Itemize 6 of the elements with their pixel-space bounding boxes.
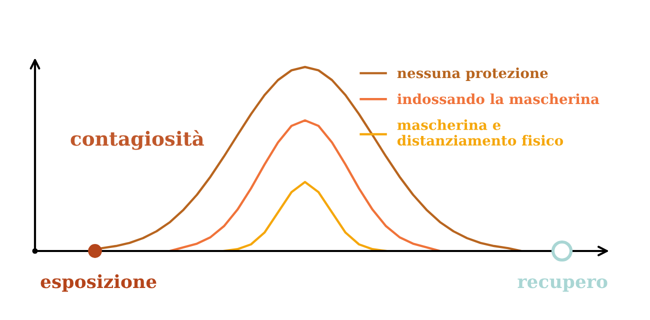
legend-label: indossando la mascherina xyxy=(397,93,600,104)
y-axis-title: contagiosità xyxy=(70,130,204,150)
text: esposizione xyxy=(40,274,156,292)
legend-label: mascherina e distanziamento fisico xyxy=(397,119,564,146)
text: recupero xyxy=(518,278,608,292)
legend-label: nessuna protezione xyxy=(397,68,548,81)
